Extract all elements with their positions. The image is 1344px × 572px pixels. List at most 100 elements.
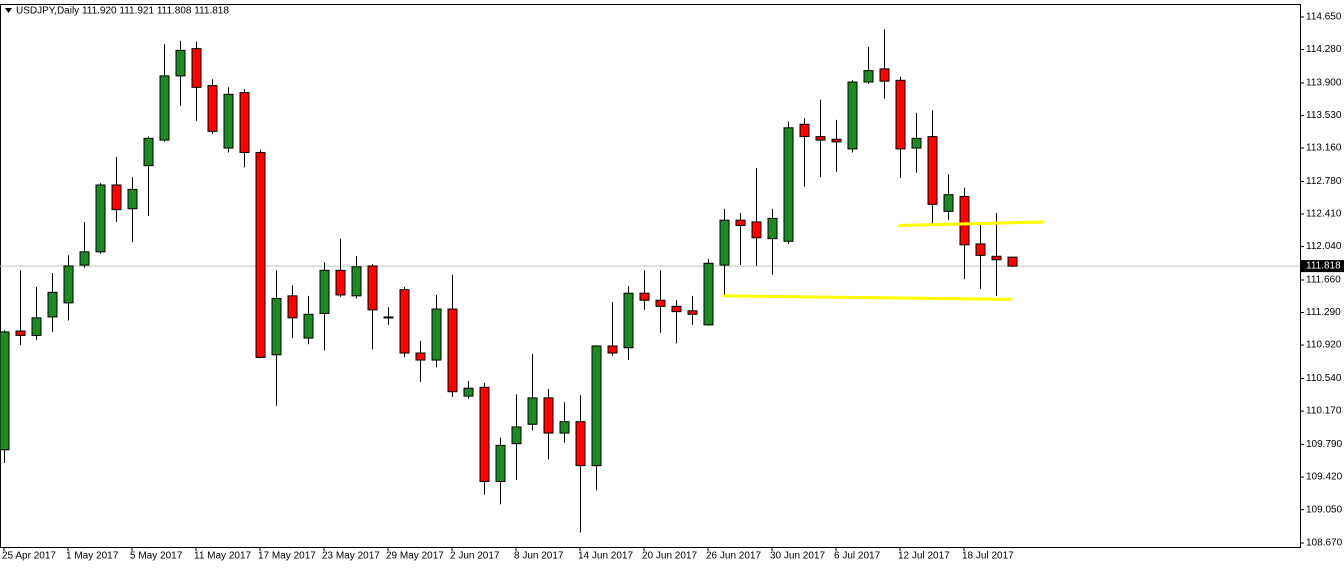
candle-body xyxy=(111,184,122,211)
chart-title: USDJPY,Daily 111.920 111.921 111.808 111… xyxy=(16,6,229,17)
price-label: 111.818 xyxy=(1306,261,1341,272)
candle-body xyxy=(479,386,490,482)
candle-body xyxy=(911,137,922,149)
candle-body xyxy=(863,70,874,83)
candle-body xyxy=(351,266,362,297)
candle-body xyxy=(943,194,954,212)
candle-body xyxy=(671,305,682,313)
y-tick-label: 109.420 xyxy=(1306,472,1343,483)
candle-body xyxy=(159,75,170,141)
x-tick-label: 26 Jun 2017 xyxy=(706,551,761,562)
x-tick-label: 11 May 2017 xyxy=(194,551,252,562)
y-tick-label: 114.280 xyxy=(1306,44,1342,55)
candle-body xyxy=(959,195,970,246)
candle-body xyxy=(335,269,346,296)
candle-body xyxy=(607,345,618,354)
y-tick-label: 110.540 xyxy=(1306,373,1342,384)
candle-body xyxy=(687,310,698,315)
y-tick-label: 112.040 xyxy=(1306,241,1342,252)
candle-body xyxy=(303,313,314,339)
candle-body xyxy=(831,138,842,143)
x-tick-label: 5 May 2017 xyxy=(130,551,183,562)
y-tick-label: 113.160 xyxy=(1306,143,1342,154)
candle-body xyxy=(127,188,138,210)
candle-body xyxy=(463,387,474,397)
candle-body xyxy=(47,291,58,318)
x-tick-label: 1 May 2017 xyxy=(66,551,119,562)
candle-body xyxy=(975,243,986,256)
y-tick-label: 112.410 xyxy=(1306,209,1342,220)
candle-body xyxy=(63,265,74,304)
x-tick-label: 18 Jul 2017 xyxy=(962,551,1014,562)
y-tick-label: 112.780 xyxy=(1306,176,1342,187)
candle-body xyxy=(399,289,410,354)
candle-body xyxy=(415,352,426,361)
y-tick-label: 108.670 xyxy=(1306,538,1343,549)
x-tick-label: 8 Jun 2017 xyxy=(514,551,564,562)
y-tick-label: 113.530 xyxy=(1306,110,1342,121)
x-tick-label: 14 Jun 2017 xyxy=(578,551,633,562)
y-tick-label: 110.920 xyxy=(1306,340,1342,351)
candle-body xyxy=(703,262,714,326)
candle-body xyxy=(991,255,1002,261)
y-tick-label: 113.900 xyxy=(1306,78,1342,89)
candle-body xyxy=(287,295,298,319)
candle-body xyxy=(207,85,218,132)
candle-body xyxy=(751,221,762,239)
x-tick-label: 25 Apr 2017 xyxy=(2,551,56,562)
trendline xyxy=(898,220,1045,227)
candle-body xyxy=(223,93,234,149)
candle-body xyxy=(767,217,778,240)
candle-body xyxy=(239,92,250,153)
candle-body xyxy=(271,297,282,356)
x-tick-label: 12 Jul 2017 xyxy=(898,551,950,562)
candle-body xyxy=(15,330,26,336)
candle-body xyxy=(815,136,826,141)
x-tick-label: 20 Jun 2017 xyxy=(642,551,697,562)
plot-frame xyxy=(0,4,1301,548)
candle-body xyxy=(143,137,154,167)
candle-body xyxy=(495,444,506,482)
candle-body xyxy=(927,136,938,205)
candle-body xyxy=(719,219,730,266)
candle-body xyxy=(895,79,906,150)
x-tick-label: 17 May 2017 xyxy=(258,551,316,562)
candle-body xyxy=(319,269,330,314)
price-label-box xyxy=(1301,260,1344,273)
candle-body xyxy=(175,49,186,77)
y-tick-label: 109.790 xyxy=(1306,439,1343,450)
candle-body xyxy=(655,299,666,307)
candle-body xyxy=(575,421,586,467)
candle-body xyxy=(447,308,458,393)
x-tick-label: 30 Jun 2017 xyxy=(770,551,825,562)
trendline xyxy=(722,294,1013,301)
y-tick-label: 110.170 xyxy=(1306,406,1342,417)
candle-body xyxy=(255,151,266,358)
candle-body xyxy=(799,123,810,138)
y-tick-label: 111.660 xyxy=(1306,275,1341,286)
y-tick-label: 114.650 xyxy=(1306,12,1342,23)
candle-body xyxy=(847,81,858,150)
x-tick-label: 6 Jul 2017 xyxy=(834,551,881,562)
candle-body xyxy=(383,316,394,319)
candle-body xyxy=(735,219,746,226)
candle-body xyxy=(623,292,634,349)
candle-body xyxy=(0,331,10,451)
y-tick-label: 109.050 xyxy=(1306,504,1343,515)
candle-body xyxy=(527,397,538,425)
candle-body xyxy=(79,251,90,266)
candle-body xyxy=(1007,256,1018,267)
candle-body xyxy=(783,127,794,242)
candle-body xyxy=(511,426,522,445)
x-tick-label: 2 Jun 2017 xyxy=(450,551,500,562)
candle-body xyxy=(191,48,202,88)
candle-body xyxy=(591,345,602,467)
candle-body xyxy=(367,265,378,311)
candle-body xyxy=(543,397,554,434)
x-tick-label: 23 May 2017 xyxy=(322,551,380,562)
candle-body xyxy=(879,68,890,82)
menu-triangle xyxy=(5,8,12,13)
x-tick-label: 29 May 2017 xyxy=(386,551,444,562)
